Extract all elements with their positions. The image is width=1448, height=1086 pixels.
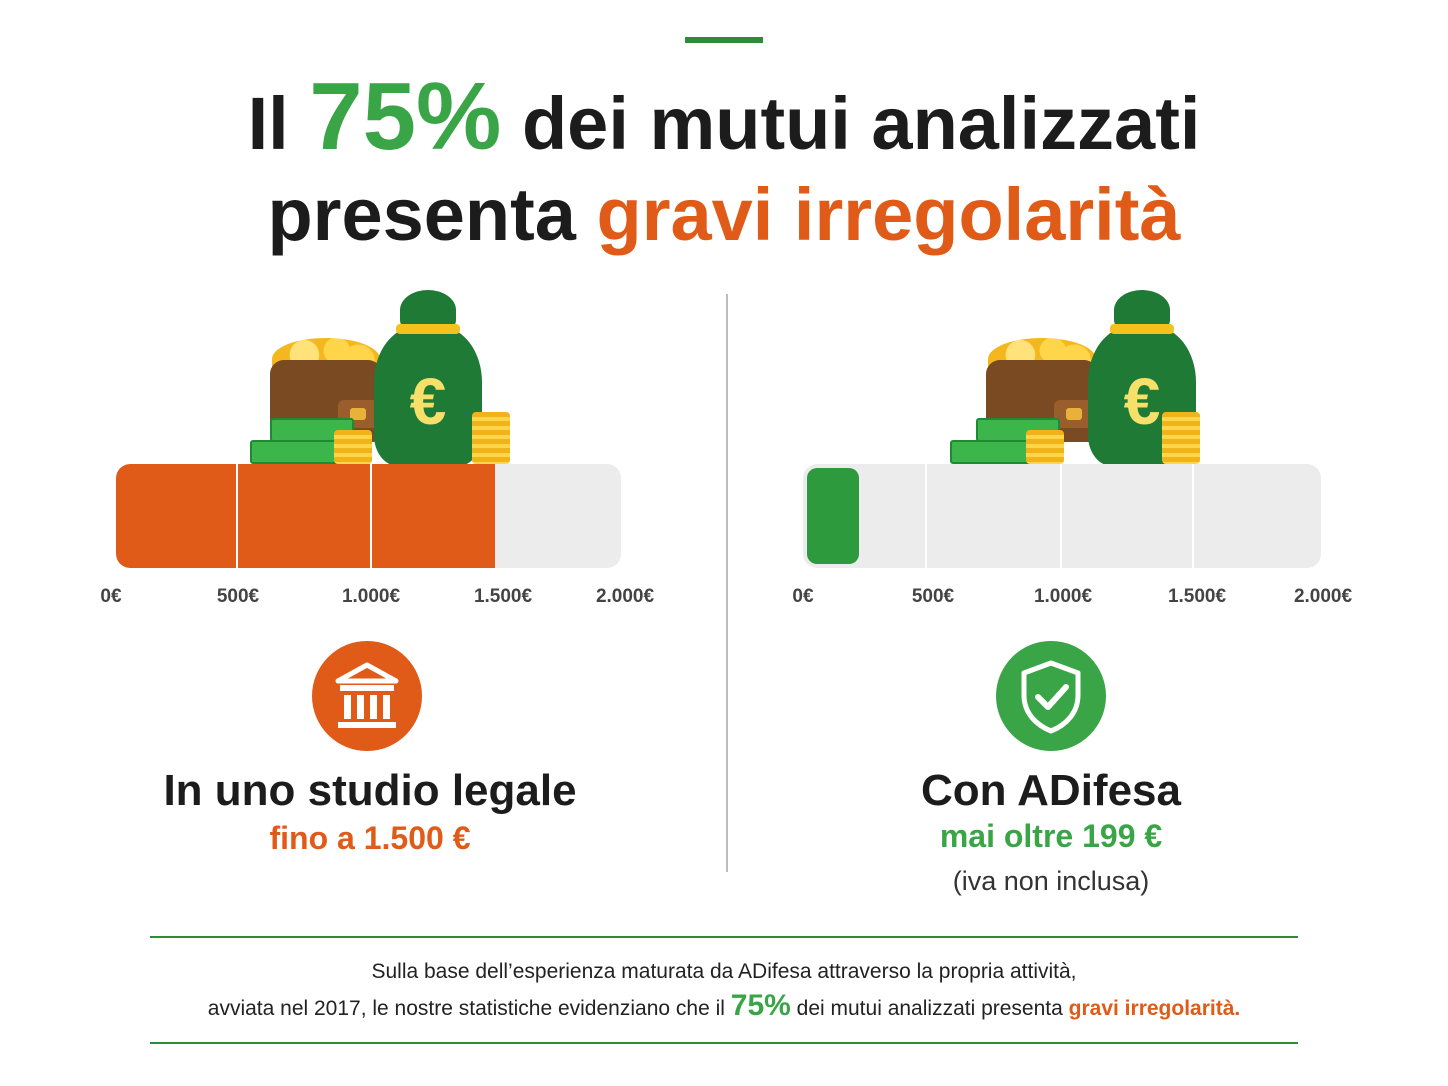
footer-percent: 75% xyxy=(730,989,791,1022)
coin-stack-icon xyxy=(472,412,510,464)
left-panel-title: In uno studio legale xyxy=(163,766,577,815)
money-bag-top-icon xyxy=(1114,290,1170,330)
headline-suffix: dei mutui analizzati xyxy=(521,82,1201,165)
right-panel-title: Con ADifesa xyxy=(921,766,1181,815)
bar-divider xyxy=(925,464,927,568)
scale-tick-right: 0€ xyxy=(792,586,814,607)
money-illustration-right: € xyxy=(950,290,1200,470)
coin-stack-icon xyxy=(1162,412,1200,464)
scale-tick-left: 1.500€ xyxy=(473,586,533,607)
euro-symbol-icon: € xyxy=(409,364,447,438)
money-bag-tie-icon xyxy=(1110,324,1174,334)
footer-line2-middle: dei mutui analizzati presenta xyxy=(796,997,1063,1020)
bar-divider xyxy=(236,464,238,568)
scale-tick-right: 1.500€ xyxy=(1167,586,1227,607)
bank-icon-badge xyxy=(312,641,422,751)
cost-bar-fill-right xyxy=(807,468,859,564)
footer-line-1: Sulla base dell’esperienza maturata da A… xyxy=(371,960,1077,983)
left-panel-subtitle: fino a 1.500 € xyxy=(269,820,471,856)
money-bag-icon xyxy=(374,326,482,466)
wallet-clasp-icon xyxy=(1066,408,1082,420)
cost-bar-right xyxy=(803,464,1321,568)
bank-icon xyxy=(335,662,399,728)
scale-tick-right: 2.000€ xyxy=(1293,586,1353,607)
headline-prefix: Il xyxy=(247,82,289,165)
euro-symbol-icon: € xyxy=(1123,364,1161,438)
headline-line-1: Il 75% dei mutui analizzati xyxy=(0,69,1448,169)
footer-bottom-rule xyxy=(150,1042,1298,1044)
scale-tick-right: 500€ xyxy=(911,586,955,607)
footer-highlight: gravi irregolarità. xyxy=(1068,997,1241,1020)
top-accent-bar xyxy=(685,37,763,43)
headline-highlight: gravi irregolarità xyxy=(596,173,1181,256)
money-bag-top-icon xyxy=(400,290,456,330)
cost-bar-fill-left xyxy=(116,464,495,568)
right-panel-subtitle: mai oltre 199 € xyxy=(939,818,1163,854)
money-bag-tie-icon xyxy=(396,324,460,334)
scale-tick-left: 1.000€ xyxy=(341,586,401,607)
cost-bar-left xyxy=(116,464,621,568)
headline-percent: 75% xyxy=(309,63,502,170)
scale-tick-left: 0€ xyxy=(100,586,122,607)
footer-top-rule xyxy=(150,936,1298,938)
bar-divider xyxy=(1060,464,1062,568)
shield-icon-badge xyxy=(996,641,1106,751)
coin-stack-icon xyxy=(1026,430,1064,464)
scale-tick-left: 2.000€ xyxy=(595,586,655,607)
bar-divider xyxy=(370,464,372,568)
footer-line2-prefix: avviata nel 2017, le nostre statistiche … xyxy=(207,997,725,1020)
money-illustration-left: € xyxy=(250,290,510,470)
right-panel-note: (iva non inclusa) xyxy=(952,866,1150,896)
headline-line-2: presenta gravi irregolarità xyxy=(0,170,1448,260)
footer-line-2: avviata nel 2017, le nostre statistiche … xyxy=(0,988,1448,1027)
wallet-clasp-icon xyxy=(350,408,366,420)
scale-tick-left: 500€ xyxy=(216,586,260,607)
center-divider xyxy=(726,294,728,872)
scale-tick-right: 1.000€ xyxy=(1033,586,1093,607)
coin-stack-icon xyxy=(334,430,372,464)
shield-check-icon xyxy=(1021,660,1081,734)
cash-stack-icon xyxy=(250,440,344,464)
bar-divider xyxy=(1192,464,1194,568)
headline-line2-prefix: presenta xyxy=(267,173,576,256)
